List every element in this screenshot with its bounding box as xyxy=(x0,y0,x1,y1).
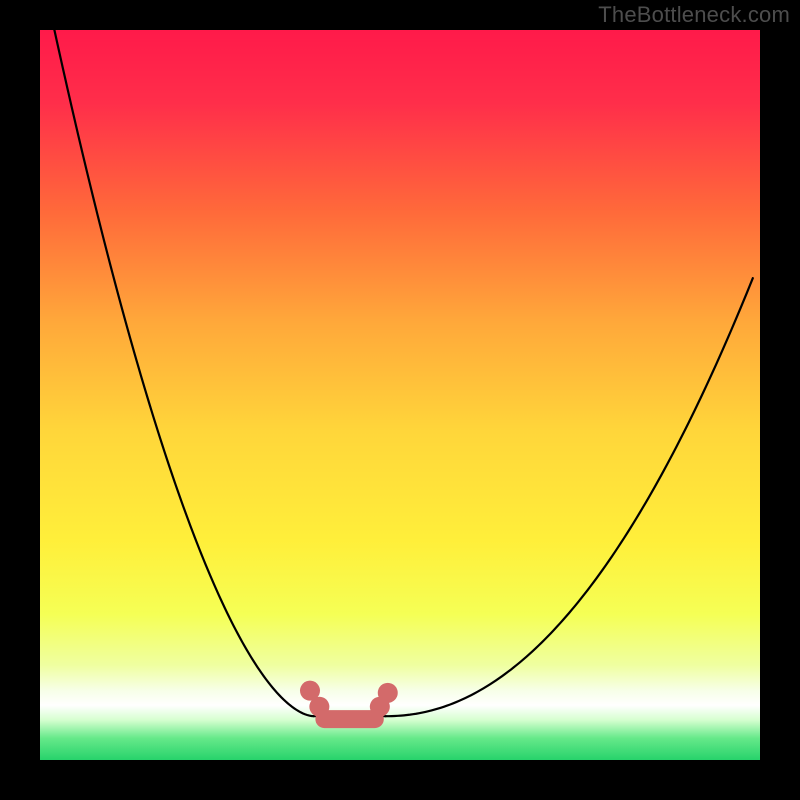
valley-dot-3 xyxy=(378,683,398,703)
attribution-text: TheBottleneck.com xyxy=(598,2,790,28)
gradient-panel xyxy=(40,30,760,760)
valley-dot-1 xyxy=(309,697,329,717)
chart-stage: TheBottleneck.com xyxy=(0,0,800,800)
bottleneck-plot xyxy=(0,0,800,800)
